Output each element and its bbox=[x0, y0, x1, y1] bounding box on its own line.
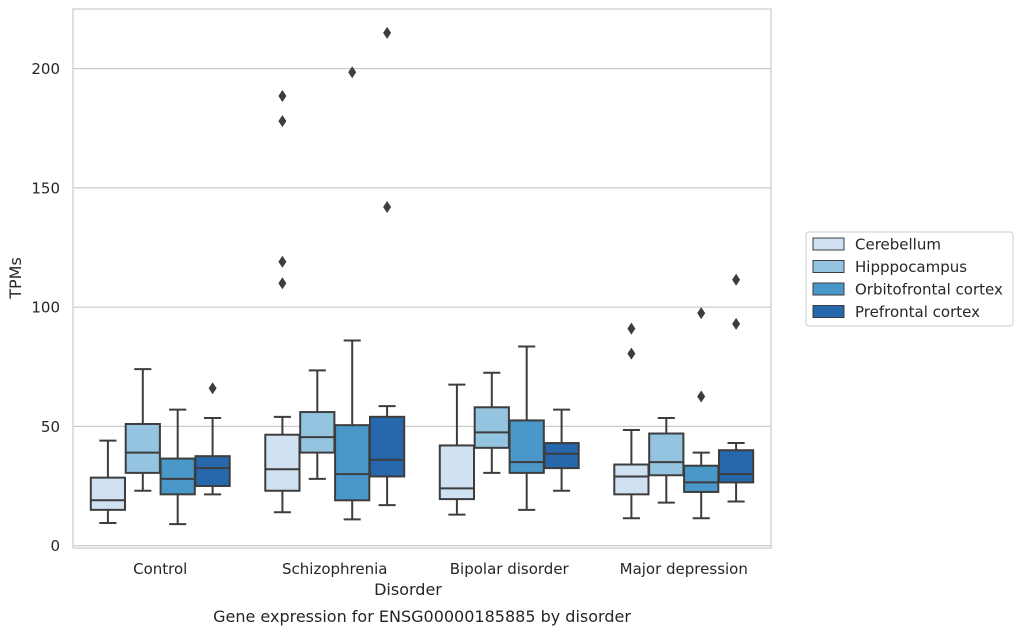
box-group bbox=[368, 26, 406, 507]
legend-swatch bbox=[812, 237, 845, 251]
x-tick-label: Schizophrenia bbox=[282, 560, 387, 578]
y-tick-label: 150 bbox=[31, 179, 60, 197]
legend-label: Orbitofrontal cortex bbox=[855, 281, 1003, 299]
chart-caption: Gene expression for ENSG00000185885 by d… bbox=[213, 607, 631, 626]
box bbox=[124, 422, 161, 474]
x-tick-label: Control bbox=[133, 560, 187, 578]
outlier-point bbox=[627, 322, 636, 335]
box-group bbox=[124, 368, 161, 492]
box bbox=[264, 433, 301, 492]
legend-label: Prefrontal cortex bbox=[855, 303, 980, 321]
outlier-point bbox=[697, 390, 706, 403]
box-group bbox=[717, 273, 755, 503]
box bbox=[683, 464, 720, 493]
box-group bbox=[334, 66, 371, 521]
legend-item: Cerebellum bbox=[812, 236, 941, 254]
outlier-point bbox=[208, 382, 217, 395]
y-tick-labels: 0 50 100 150 200 bbox=[31, 60, 60, 555]
box bbox=[334, 424, 371, 502]
legend-item: Prefrontal cortex bbox=[812, 303, 980, 321]
box bbox=[368, 415, 406, 478]
box bbox=[648, 432, 685, 477]
box bbox=[543, 442, 580, 470]
box bbox=[159, 457, 196, 496]
box bbox=[299, 411, 336, 454]
legend-swatch bbox=[812, 260, 845, 273]
outlier-point bbox=[383, 200, 392, 213]
x-axis-title: Disorder bbox=[374, 580, 442, 599]
legend-swatch bbox=[812, 305, 845, 318]
y-tick-label: 100 bbox=[31, 299, 60, 317]
box bbox=[473, 406, 510, 449]
x-tick-labels: Control Schizophrenia Bipolar disorder Majo… bbox=[133, 560, 748, 578]
outlier-point bbox=[383, 26, 392, 39]
box-group bbox=[299, 369, 336, 480]
box-group bbox=[438, 383, 476, 516]
box-group bbox=[683, 307, 720, 520]
outlier-point bbox=[278, 255, 287, 268]
box-group bbox=[613, 322, 650, 520]
legend-frame bbox=[805, 231, 1014, 327]
outlier-point bbox=[697, 307, 706, 320]
legend-label: Cerebellum bbox=[855, 236, 941, 254]
box bbox=[613, 463, 650, 496]
legend-label: Hipppocampus bbox=[855, 258, 967, 276]
grid-lines bbox=[73, 68, 771, 547]
box-group bbox=[159, 408, 196, 526]
box-groups bbox=[89, 26, 755, 526]
y-tick-label: 50 bbox=[41, 418, 60, 436]
box bbox=[194, 455, 231, 487]
x-tick-label: Bipolar disorder bbox=[450, 560, 570, 578]
outlier-point bbox=[732, 273, 741, 286]
box bbox=[89, 476, 127, 511]
y-tick-label: 200 bbox=[31, 60, 60, 78]
box-group bbox=[648, 417, 685, 504]
x-tick-label: Major depression bbox=[620, 560, 748, 578]
outlier-point bbox=[278, 90, 287, 103]
legend-item: Orbitofrontal cortex bbox=[812, 281, 1003, 299]
box-group bbox=[89, 439, 127, 524]
y-axis-title: TPMs bbox=[6, 257, 25, 300]
box-group bbox=[194, 382, 231, 496]
box bbox=[438, 444, 476, 501]
outlier-point bbox=[278, 277, 287, 290]
outlier-point bbox=[627, 347, 636, 360]
box-group bbox=[473, 371, 510, 474]
legend: Cerebellum Hipppocampus Orbitofrontal cort… bbox=[805, 231, 1014, 327]
box-group bbox=[543, 408, 580, 492]
box bbox=[717, 449, 755, 484]
outlier-point bbox=[348, 66, 357, 79]
legend-swatch bbox=[812, 282, 845, 296]
outlier-point bbox=[278, 115, 287, 128]
y-tick-label: 0 bbox=[50, 537, 60, 555]
outlier-point bbox=[732, 317, 741, 330]
box-group bbox=[264, 90, 301, 514]
box bbox=[508, 419, 545, 474]
legend-item: Hipppocampus bbox=[812, 258, 967, 276]
